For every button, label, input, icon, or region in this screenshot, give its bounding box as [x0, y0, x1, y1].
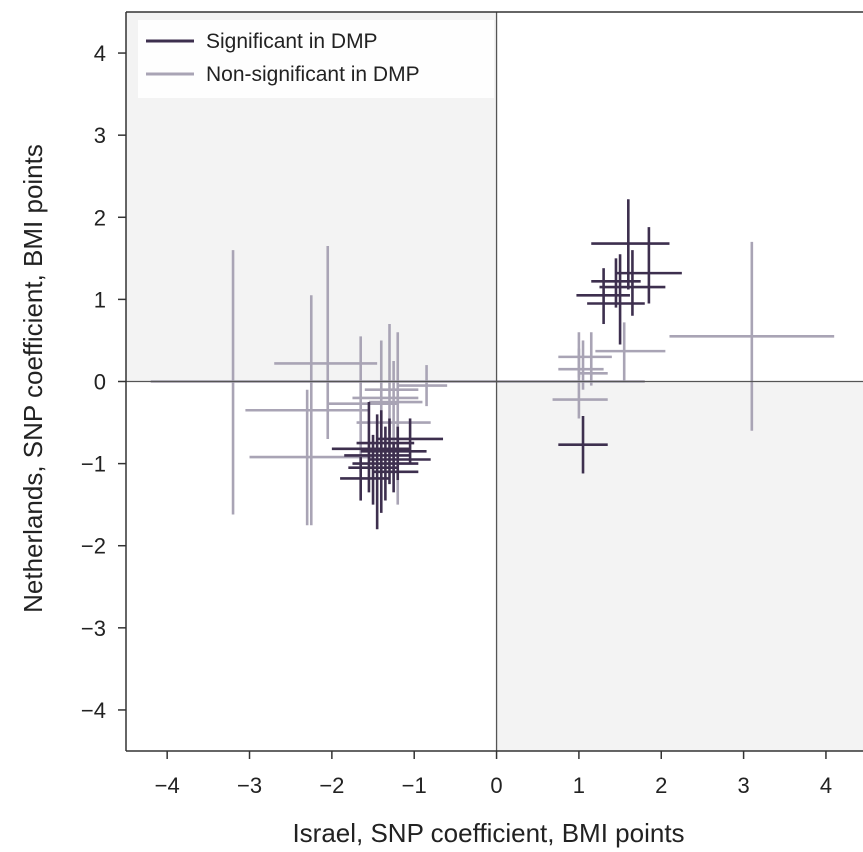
- tick-labels: −4 −3 −2 −1 0 1 2 3 4 4 3 2 1 0 −1 −2 −3 −4: [81, 41, 832, 798]
- legend-label-significant: Significant in DMP: [206, 30, 378, 53]
- significant-point-9: [377, 418, 444, 464]
- non-significant-point-2: [245, 295, 369, 526]
- significant-point-10: [558, 415, 608, 474]
- non-significant-point-13: [578, 332, 608, 386]
- x-tick-label: 1: [573, 773, 585, 798]
- non-significant-point-9: [397, 365, 448, 407]
- reference-lines: [126, 12, 863, 751]
- x-tick-label: −2: [319, 773, 344, 798]
- legend-box: [138, 20, 494, 98]
- non-significant-point-14: [595, 322, 666, 382]
- y-tick-label: 1: [94, 287, 106, 312]
- y-tick-label: 4: [94, 41, 106, 66]
- y-tick-label: −3: [81, 616, 106, 641]
- significant-point-16: [615, 227, 682, 304]
- y-tick-label: −2: [81, 534, 106, 559]
- significant-point-15: [599, 250, 666, 316]
- significant-point-8: [368, 426, 431, 481]
- y-tick-label: 2: [94, 205, 106, 230]
- error-bars: [150, 199, 835, 530]
- x-tick-label: 4: [820, 773, 832, 798]
- significant-point-14: [591, 199, 670, 290]
- y-tick-label: −4: [81, 698, 106, 723]
- non-significant-point-6: [364, 324, 419, 435]
- x-tick-label: 3: [737, 773, 749, 798]
- x-tick-label: −4: [155, 773, 180, 798]
- x-tick-label: −1: [402, 773, 427, 798]
- x-tick-label: 0: [490, 773, 502, 798]
- x-tick-label: −3: [237, 773, 262, 798]
- legend-label-non-significant: Non-significant in DMP: [206, 63, 420, 86]
- legend: Significant in DMP Non-significant in DM…: [138, 20, 494, 98]
- x-axis-title: Israel, SNP coefficient, BMI points: [292, 818, 684, 848]
- y-axis-title: Netherlands, SNP coefficient, BMI points: [18, 144, 48, 613]
- non-significant-point-12: [558, 332, 612, 378]
- y-tick-label: 3: [94, 123, 106, 148]
- non-significant-point-15: [669, 241, 835, 431]
- x-tick-label: 2: [655, 773, 667, 798]
- y-tick-label: 0: [94, 370, 106, 395]
- significant-point-7: [373, 443, 419, 493]
- shaded-quadrant-bottom-right: [496, 381, 863, 751]
- y-tick-label: −1: [81, 452, 106, 477]
